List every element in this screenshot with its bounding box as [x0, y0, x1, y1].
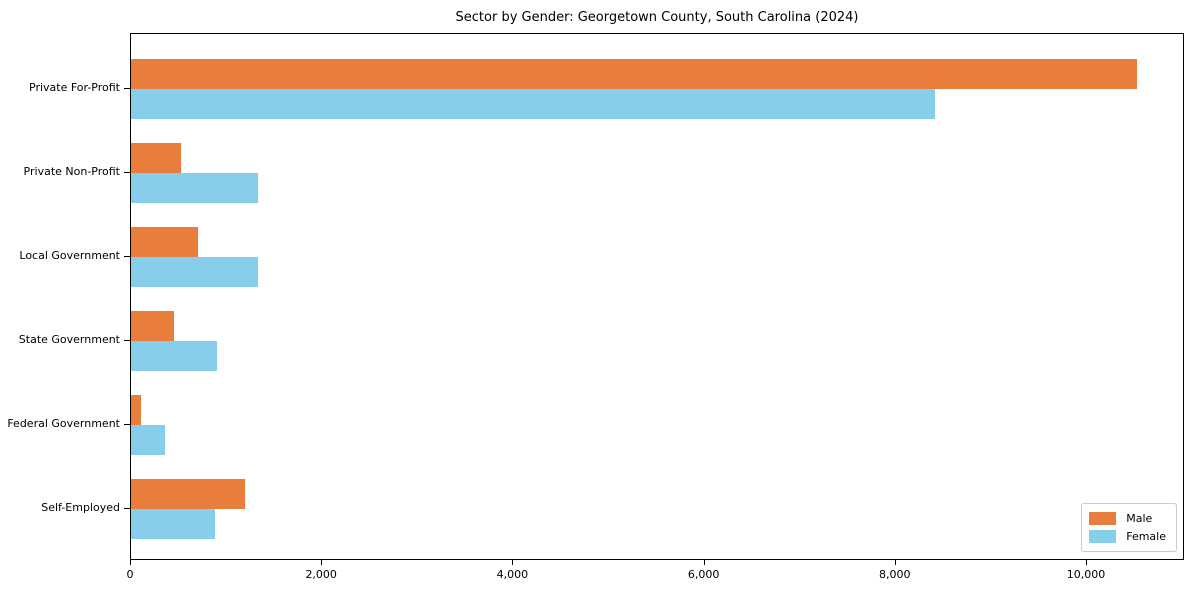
x-axis-tick-mark — [894, 560, 896, 565]
x-axis-tick-label: 4,000 — [496, 568, 529, 581]
legend-label: Male — [1126, 512, 1153, 525]
female-bar — [131, 257, 259, 287]
female-bar — [131, 509, 216, 539]
x-axis-tick-label: 6,000 — [687, 568, 720, 581]
female-bar — [131, 173, 259, 203]
male-bar — [131, 143, 181, 173]
legend-entry-male: Male — [1089, 510, 1166, 527]
legend: Male Female — [1081, 503, 1177, 552]
y-axis-tick-mark — [124, 256, 130, 257]
male-bar — [131, 311, 174, 341]
x-axis-tick-mark — [130, 560, 131, 565]
x-axis-tick-mark — [321, 560, 323, 565]
legend-swatch-male — [1089, 512, 1117, 525]
y-axis-category-label: Private Non-Profit — [23, 165, 120, 178]
x-axis-tick-label: 0 — [126, 568, 134, 581]
y-axis-category-label: Local Government — [19, 249, 120, 262]
female-bar — [131, 341, 217, 371]
legend-swatch-female — [1089, 530, 1117, 543]
legend-label: Female — [1126, 530, 1166, 543]
y-axis-category-label: Self-Employed — [41, 501, 120, 514]
plot-area: Male Female — [130, 33, 1184, 560]
male-bar — [131, 395, 141, 425]
x-axis-tick-mark — [1086, 560, 1087, 565]
chart-title: Sector by Gender: Georgetown County, Sou… — [455, 10, 859, 25]
legend-entry-female: Female — [1089, 528, 1166, 545]
y-axis-category-label: State Government — [18, 333, 120, 346]
y-axis-tick-mark — [124, 172, 130, 173]
male-bar — [131, 59, 1137, 89]
male-bar — [131, 479, 245, 509]
x-axis-tick-label: 10,000 — [1066, 568, 1106, 581]
x-axis-tick-label: 2,000 — [305, 568, 337, 581]
y-axis-tick-mark — [124, 88, 130, 89]
male-bar — [131, 227, 199, 257]
female-bar — [131, 425, 165, 455]
y-axis-category-label: Federal Government — [7, 417, 120, 430]
x-axis-tick-mark — [703, 560, 705, 565]
y-axis-tick-mark — [124, 424, 130, 425]
x-axis-tick-mark — [512, 560, 514, 565]
y-axis-tick-mark — [124, 340, 130, 341]
y-axis-tick-mark — [124, 508, 130, 509]
y-axis-category-label: Private For-Profit — [29, 81, 120, 94]
x-axis-tick-label: 8,000 — [879, 568, 911, 581]
female-bar — [131, 89, 935, 119]
